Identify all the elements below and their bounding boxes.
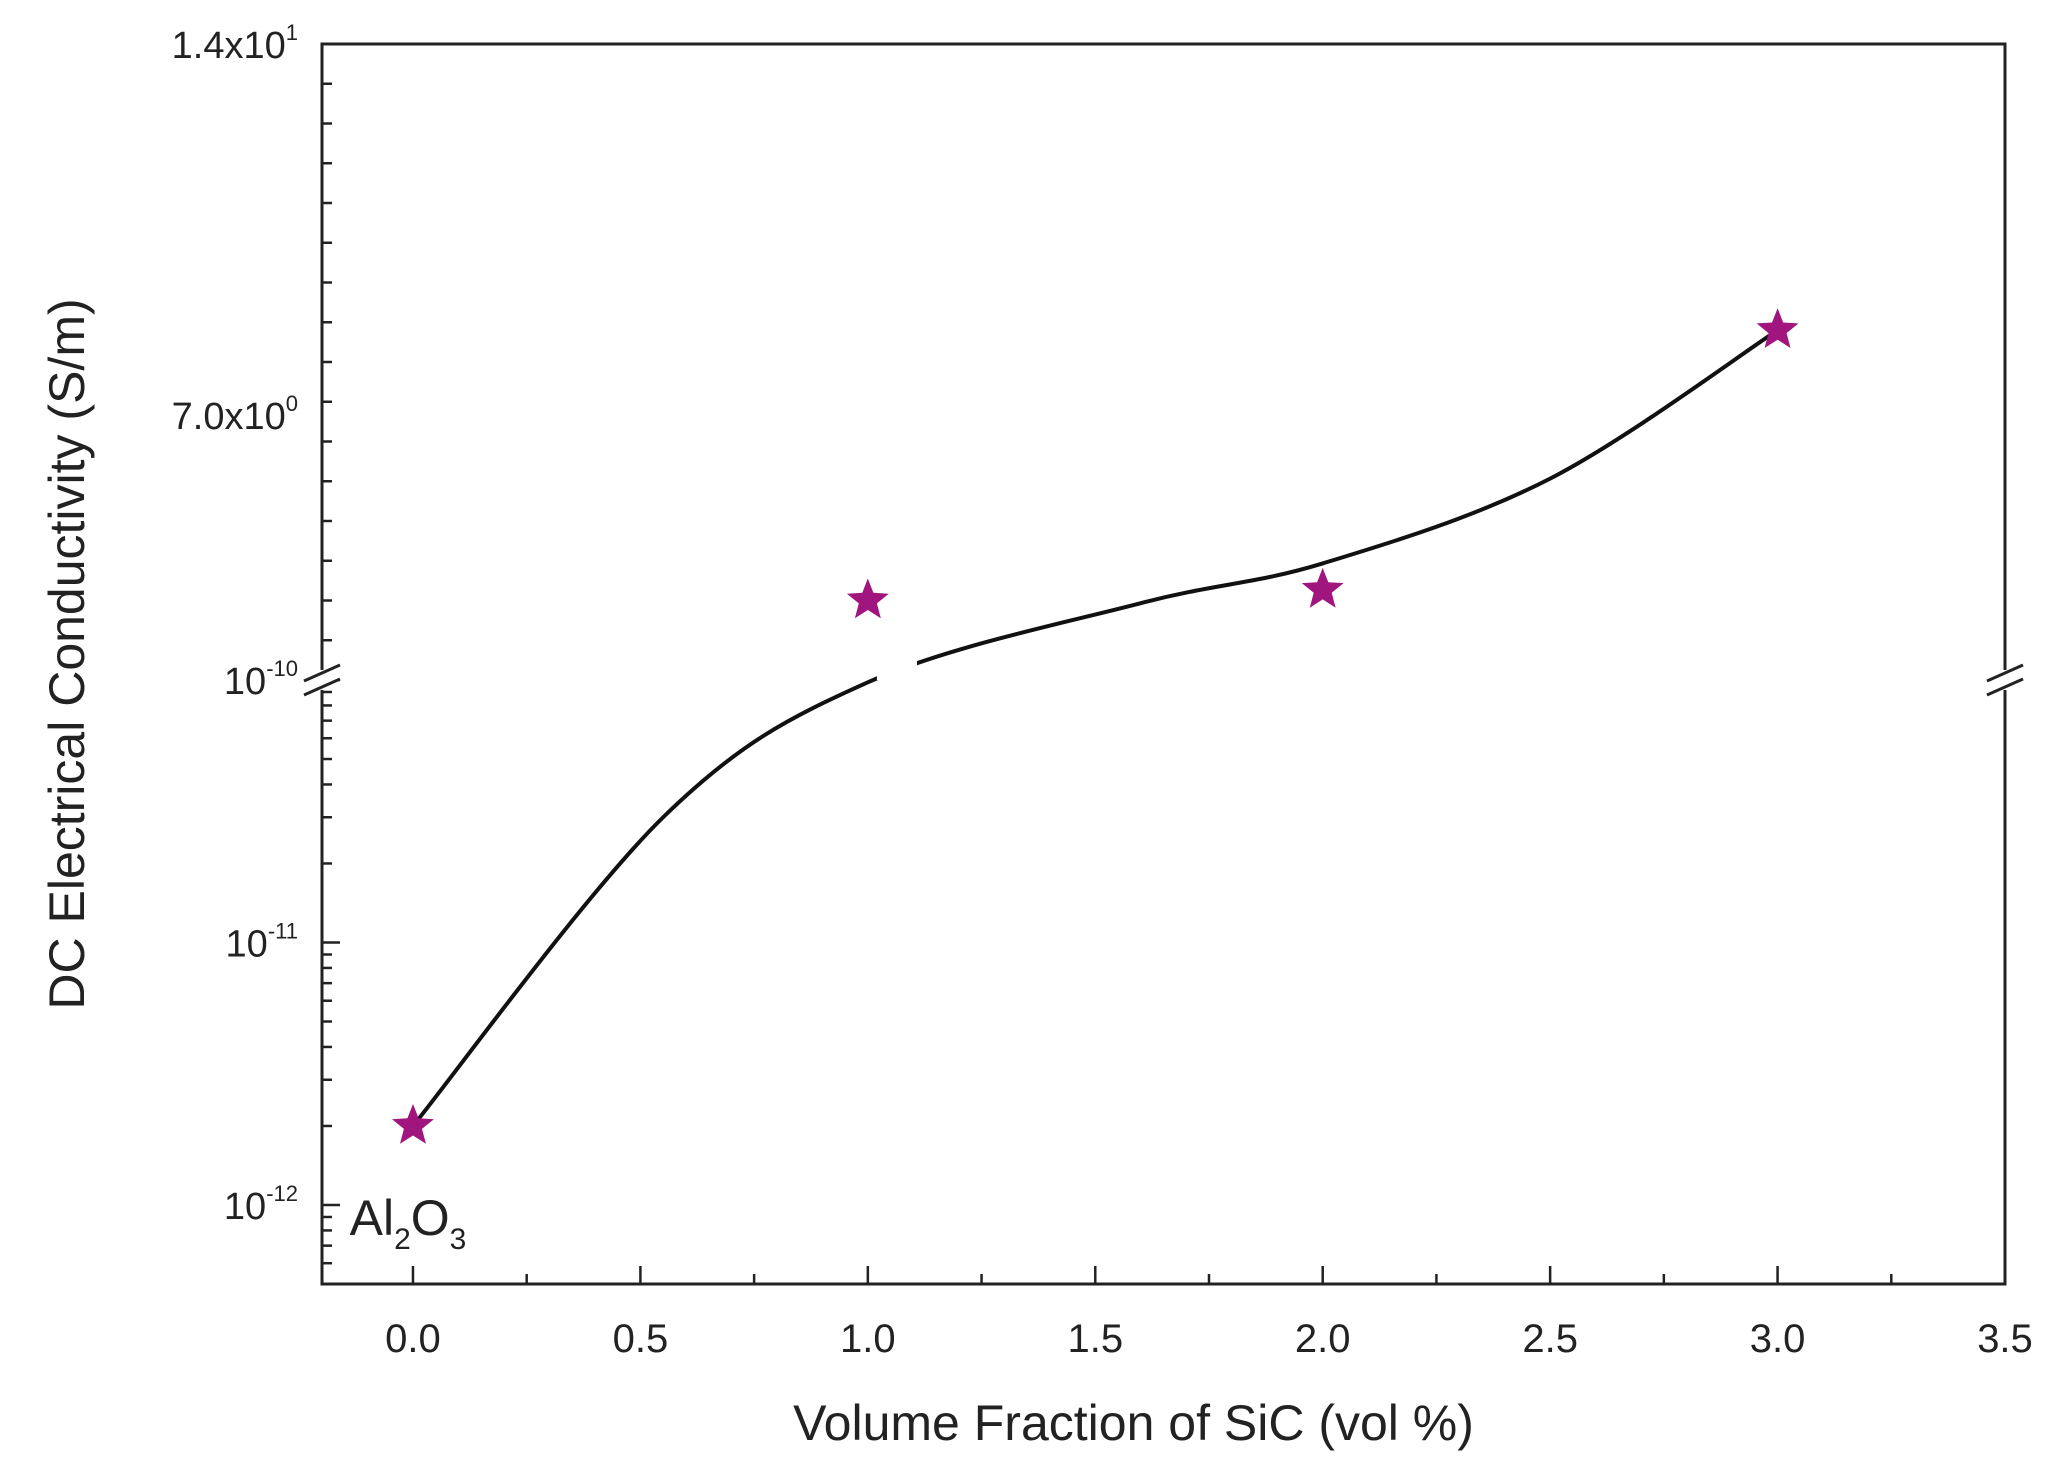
y-axis-title: DC Electrical Conductivity (S/m): [39, 298, 95, 1009]
axis-ticks: [322, 42, 2007, 1286]
x-tick-label: 0.5: [613, 1317, 669, 1361]
axis-break-mark: [303, 677, 341, 697]
curve-gap: [876, 640, 917, 680]
fit-curve: [411, 328, 1779, 1128]
x-tick-label: 1.0: [840, 1317, 896, 1361]
tick-labels: 0.0 0.5 1.0 1.5 2.0 2.5 3.0 3.5 10-12 10-11 10-10 7…: [172, 20, 2033, 1361]
axis-break-mark: [1986, 663, 2024, 683]
x-tick-label: 0.0: [385, 1317, 441, 1361]
y-tick-label: 10-11: [226, 918, 298, 965]
axis-break-marks: [303, 663, 2024, 697]
data-points: [392, 308, 1799, 1144]
data-point-star: [392, 1104, 434, 1144]
axis-break-mark: [303, 663, 341, 683]
x-tick-label: 3.5: [1977, 1317, 2033, 1361]
y-tick-label: 1.4x101: [172, 20, 298, 67]
data-point-star: [846, 578, 889, 619]
axis-break-mark: [1986, 677, 2024, 697]
y-tick-label: 7.0x100: [172, 391, 298, 438]
x-tick-label: 1.5: [1067, 1317, 1123, 1361]
x-tick-label: 3.0: [1750, 1317, 1806, 1361]
trend-line: [411, 328, 1779, 1128]
y-tick-label: 10-10: [224, 656, 298, 703]
x-tick-label: 2.5: [1522, 1317, 1578, 1361]
data-point-star: [1756, 308, 1799, 348]
data-point-star: [1301, 567, 1344, 608]
material-label: Al2O3: [350, 1190, 467, 1256]
x-axis-title: Volume Fraction of SiC (vol %): [793, 1395, 1474, 1451]
plot-frame: [320, 42, 2007, 1286]
plot-border: [320, 42, 2007, 1286]
x-tick-label: 2.0: [1295, 1317, 1351, 1361]
y-tick-label: 10-12: [224, 1181, 298, 1228]
annotations: Al2O3: [350, 1190, 467, 1256]
axis-titles: Volume Fraction of SiC (vol %) DC Electr…: [39, 298, 1474, 1451]
